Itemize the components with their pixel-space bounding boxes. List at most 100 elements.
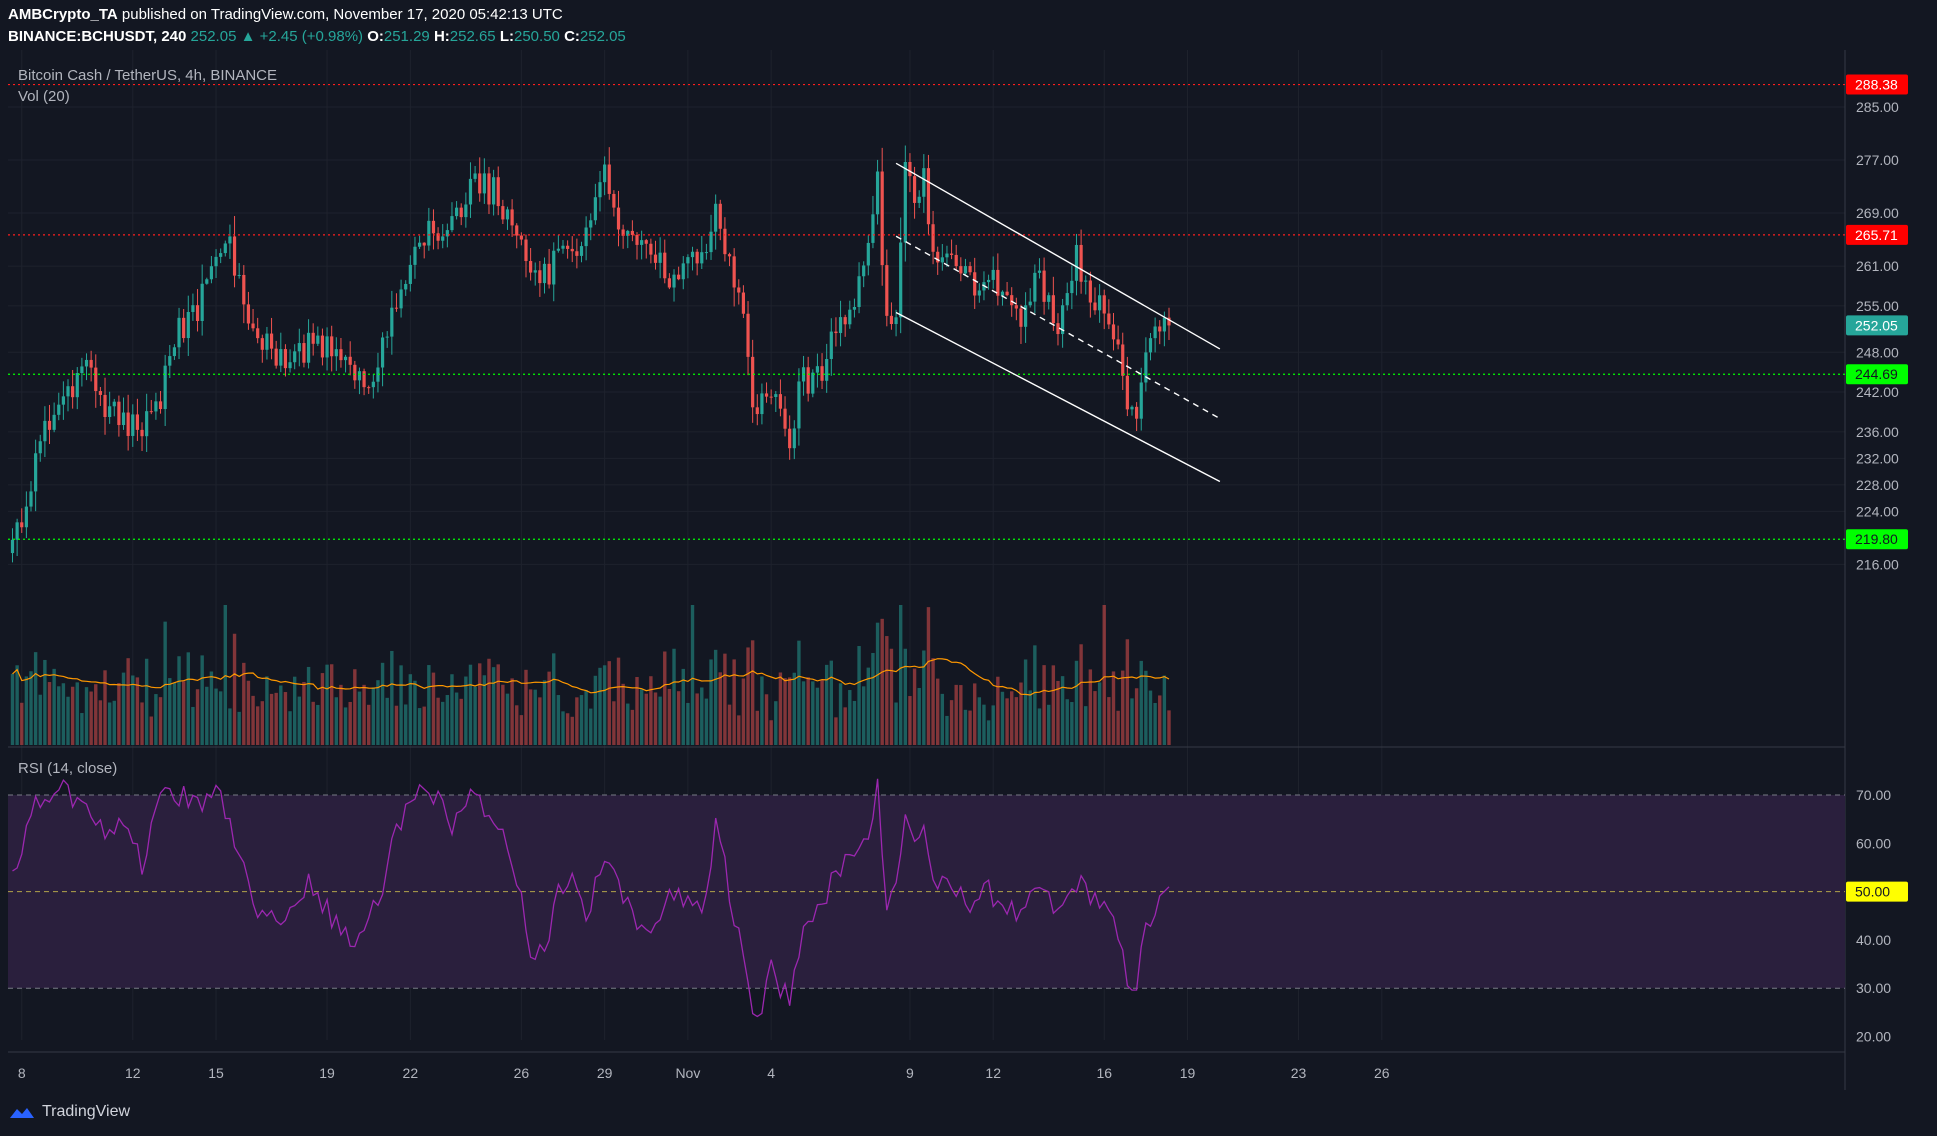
candle-body (108, 406, 112, 418)
candle (519, 232, 523, 246)
candle-body (1144, 352, 1148, 383)
candle-body (788, 428, 792, 449)
candle-body (1139, 382, 1143, 419)
candle-body (186, 311, 190, 339)
volume-bar (1125, 639, 1130, 745)
candle (584, 216, 588, 261)
volume-legend[interactable]: Vol (20) (18, 88, 70, 105)
tradingview-brand[interactable]: TradingView (8, 1103, 130, 1121)
candle (505, 206, 510, 230)
candle (1158, 320, 1162, 345)
candle-body (862, 265, 866, 277)
candle-body (954, 254, 958, 267)
volume-bar (829, 660, 834, 745)
candle (751, 339, 755, 423)
price-tick-label: 228.00 (1856, 477, 1899, 493)
candle-body (10, 539, 15, 554)
volume-bar (1005, 698, 1009, 745)
volume-bar (602, 665, 607, 745)
candle-body (1033, 272, 1037, 302)
candle (1121, 332, 1125, 391)
candle-body (121, 412, 126, 426)
candle (945, 245, 949, 267)
candle-body (71, 386, 75, 398)
volume-bar (274, 692, 278, 745)
volume-bar (94, 684, 98, 745)
volume-bar (1148, 690, 1153, 745)
volume-bar (205, 686, 209, 745)
candle (1023, 292, 1028, 343)
instrument-legend[interactable]: Bitcoin Cash / TetherUS, 4h, BINANCE (18, 67, 277, 84)
symbol-name[interactable]: BINANCE:BCHUSDT, 240 (8, 28, 187, 45)
volume-bar (963, 709, 968, 745)
candle-body (1056, 323, 1060, 335)
volume-bar (589, 708, 593, 745)
candle (283, 344, 288, 377)
volume-bar (251, 695, 255, 745)
candle-body (635, 234, 639, 245)
publisher-name[interactable]: AMBCrypto_TA (8, 6, 118, 23)
volume-bar (898, 605, 903, 745)
candle (103, 377, 107, 435)
candle-body (672, 274, 676, 288)
candle-body (912, 176, 917, 203)
candle-body (15, 522, 19, 540)
candle-body (626, 230, 630, 236)
channel-lower (895, 311, 1221, 483)
volume-bar (413, 680, 417, 745)
volume-bar (746, 647, 750, 745)
candle-body (172, 347, 177, 357)
candle-body (644, 240, 648, 244)
candle (413, 236, 417, 279)
candle-body (663, 252, 667, 279)
candle (464, 192, 468, 228)
candle-body (1051, 295, 1055, 324)
up-arrow-icon: ▲ (240, 28, 256, 45)
candle-body (385, 336, 389, 338)
candle (788, 415, 792, 460)
candle (29, 481, 33, 512)
candle-body (380, 337, 385, 368)
candle-body (519, 235, 523, 240)
candle-body (177, 317, 181, 348)
candle-body (764, 393, 769, 397)
candle-body (422, 242, 426, 246)
candle (1000, 290, 1005, 306)
volume-bar (922, 650, 926, 745)
candle-body (1042, 270, 1046, 302)
candle-body (797, 381, 801, 429)
volume-bars (10, 605, 1171, 745)
volume-bar (871, 652, 875, 745)
candle (265, 326, 269, 360)
candle (108, 391, 112, 424)
volume-bar (986, 720, 991, 745)
candle (640, 230, 644, 260)
candle-body (1102, 295, 1106, 314)
candle-body (404, 283, 408, 290)
candle (644, 238, 648, 259)
volume-bar (690, 605, 695, 745)
candle (700, 235, 704, 270)
candle-body (681, 263, 685, 280)
volume-bar (875, 622, 880, 745)
candle (232, 216, 237, 288)
rsi-legend[interactable]: RSI (14, close) (18, 760, 118, 777)
candle-body (510, 209, 514, 226)
candle (126, 394, 130, 451)
volume-bar (861, 686, 866, 745)
candle-body (339, 349, 343, 361)
candle-body (686, 257, 690, 264)
candle (885, 249, 889, 327)
volume-bar (200, 655, 204, 745)
candle (390, 290, 394, 355)
volume-bar (917, 687, 921, 745)
candle (857, 262, 861, 314)
candle-body (1167, 317, 1171, 326)
volume-bar (376, 680, 380, 745)
volume-bar (38, 694, 42, 745)
volume-bar (390, 650, 394, 745)
candle (880, 147, 884, 286)
candle-body (584, 227, 588, 247)
volume-bar (478, 663, 482, 745)
